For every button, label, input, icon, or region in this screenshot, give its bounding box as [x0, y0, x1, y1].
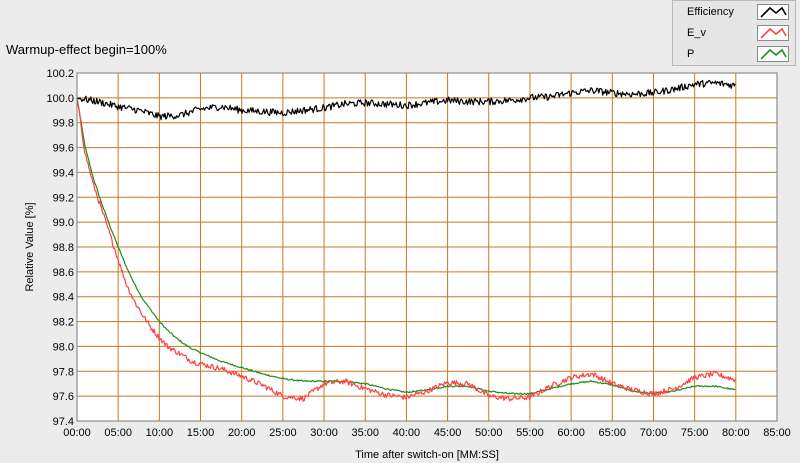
x-tick-label: 70:00 [640, 427, 668, 439]
x-tick-label: 25:00 [269, 427, 297, 439]
legend-swatch-line [760, 6, 787, 18]
y-tick-label: 100.0 [46, 93, 74, 105]
y-axis-ticks: 97.4 97.6 97.8 98.0 98.2 98.4 98.6 98.8 99.0 99.2… [46, 68, 74, 428]
x-tick-label: 45:00 [434, 427, 462, 439]
chart-legend: Efficiency E_v P [672, 0, 796, 66]
y-tick-label: 99.4 [53, 167, 74, 179]
y-tick-label: 98.6 [53, 267, 74, 279]
y-tick-label: 98.4 [53, 292, 74, 304]
x-tick-label: 40:00 [393, 427, 421, 439]
legend-label-e-v: E_v [687, 27, 706, 39]
x-tick-label: 55:00 [516, 427, 544, 439]
legend-item-efficiency[interactable]: Efficiency [673, 2, 797, 24]
y-tick-label: 98.8 [53, 242, 74, 254]
legend-swatch-line [760, 27, 787, 39]
y-tick-label: 99.8 [53, 118, 74, 130]
y-tick-label: 99.0 [53, 217, 74, 229]
y-tick-label: 99.6 [53, 143, 74, 155]
x-tick-label: 65:00 [599, 427, 627, 439]
x-tick-label: 60:00 [557, 427, 585, 439]
series-line-efficiency [76, 79, 736, 121]
x-axis-title: Time after switch-on [MM:SS] [355, 449, 499, 461]
x-tick-label: 35:00 [351, 427, 379, 439]
x-tick-label: 20:00 [228, 427, 256, 439]
y-tick-label: 97.6 [53, 391, 74, 403]
chart-title: Warmup-effect begin=100% [6, 42, 167, 57]
x-axis-ticks: 00:00 05:00 10:00 15:00 20:00 25:00 30:00 35:00… [63, 427, 791, 439]
y-tick-label: 97.8 [53, 366, 74, 378]
y-tick-label: 100.2 [46, 68, 74, 80]
y-tick-label: 98.0 [53, 341, 74, 353]
x-tick-label: 05:00 [104, 427, 132, 439]
y-tick-label: 99.2 [53, 192, 74, 204]
y-tick-label: 98.2 [53, 317, 74, 329]
legend-label-p: P [687, 48, 695, 60]
legend-item-e-v[interactable]: E_v [673, 23, 797, 45]
series-line-e-v [76, 97, 736, 402]
series-layer [76, 79, 736, 402]
y-axis-title: Relative Value [%] [24, 202, 36, 291]
x-tick-label: 80:00 [722, 427, 750, 439]
grid [76, 72, 778, 422]
legend-swatch-line [760, 48, 787, 60]
x-tick-label: 10:00 [146, 427, 174, 439]
x-tick-label: 30:00 [310, 427, 338, 439]
x-tick-label: 15:00 [187, 427, 215, 439]
x-tick-label: 50:00 [475, 427, 503, 439]
x-tick-label: 00:00 [63, 427, 91, 439]
legend-swatch-e-v-icon [757, 25, 789, 41]
legend-swatch-efficiency-icon [757, 4, 789, 20]
series-line-p [76, 97, 736, 395]
legend-swatch-p-icon [757, 46, 789, 62]
y-tick-label: 97.4 [53, 416, 74, 428]
x-tick-label: 85:00 [763, 427, 791, 439]
plot-frame [76, 72, 778, 422]
legend-label-efficiency: Efficiency [687, 6, 734, 18]
legend-item-p[interactable]: P [673, 44, 797, 66]
x-tick-label: 75:00 [681, 427, 709, 439]
